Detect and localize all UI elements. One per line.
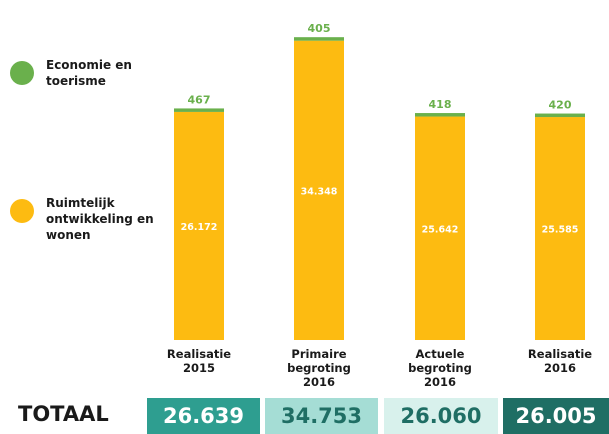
- total-box-2: [384, 398, 498, 434]
- category-label-0-line: Realisatie: [167, 347, 231, 361]
- legend-label-ruimtelijk-line: ontwikkeling en: [46, 212, 154, 226]
- total-value-1: 34.753: [281, 404, 362, 428]
- total-box-3: [503, 398, 609, 434]
- category-label-2-line: 2016: [424, 375, 456, 389]
- legend-label-economie-line: toerisme: [46, 74, 106, 88]
- category-label-2-line: begroting: [408, 361, 472, 375]
- category-label-1: Primaire begroting 2016: [287, 347, 351, 389]
- total-value-0: 26.639: [163, 404, 244, 428]
- label-ruimtelijk-2: 25.642: [422, 224, 459, 235]
- category-label-2-line: Actuele: [416, 347, 465, 361]
- category-label-1-line: begroting: [287, 361, 351, 375]
- label-ruimtelijk-3: 25.585: [542, 225, 579, 236]
- total-value-3: 26.005: [515, 404, 596, 428]
- bar-ruimtelijk-1: [294, 40, 344, 341]
- label-economie-2: 418: [429, 98, 452, 111]
- legend-label-economie-line: Economie en: [46, 58, 132, 72]
- category-label-1-line: Primaire: [291, 347, 346, 361]
- total-box-0: [147, 398, 260, 434]
- bar-ruimtelijk-3: [535, 117, 585, 340]
- bar-economie-2: [415, 113, 465, 117]
- label-ruimtelijk-1: 34.348: [301, 186, 338, 197]
- legend-swatch-ruimtelijk: [10, 199, 34, 223]
- legend-label-ruimtelijk: Ruimtelijk ontwikkeling en wonen: [46, 196, 154, 242]
- legend-swatch-economie: [10, 61, 34, 85]
- bar-ruimtelijk-2: [415, 116, 465, 341]
- category-label-0-line: 2015: [183, 361, 215, 375]
- bar-ruimtelijk-0: [174, 111, 224, 340]
- legend-label-ruimtelijk-line: wonen: [46, 228, 91, 242]
- bar-economie-3: [535, 113, 585, 118]
- bar-economie-0: [174, 108, 224, 112]
- category-label-3-line: Realisatie: [528, 347, 592, 361]
- label-economie-3: 420: [549, 99, 572, 112]
- label-economie-1: 405: [308, 22, 331, 35]
- label-ruimtelijk-0: 26.172: [181, 222, 218, 233]
- label-economie-0: 467: [188, 93, 211, 106]
- category-label-3-line: 2016: [544, 361, 576, 375]
- total-value-2: 26.060: [400, 404, 481, 428]
- category-label-1-line: 2016: [303, 375, 335, 389]
- legend-label-ruimtelijk-line: Ruimtelijk: [46, 196, 116, 210]
- category-label-2: Actuele begroting 2016: [408, 347, 472, 389]
- total-box-1: [265, 398, 378, 434]
- totaal-title: TOTAAL: [18, 402, 109, 426]
- bar-economie-1: [294, 37, 344, 41]
- category-label-3: Realisatie 2016: [528, 347, 592, 375]
- legend-label-economie: Economie en toerisme: [46, 58, 132, 88]
- category-label-0: Realisatie 2015: [167, 347, 231, 375]
